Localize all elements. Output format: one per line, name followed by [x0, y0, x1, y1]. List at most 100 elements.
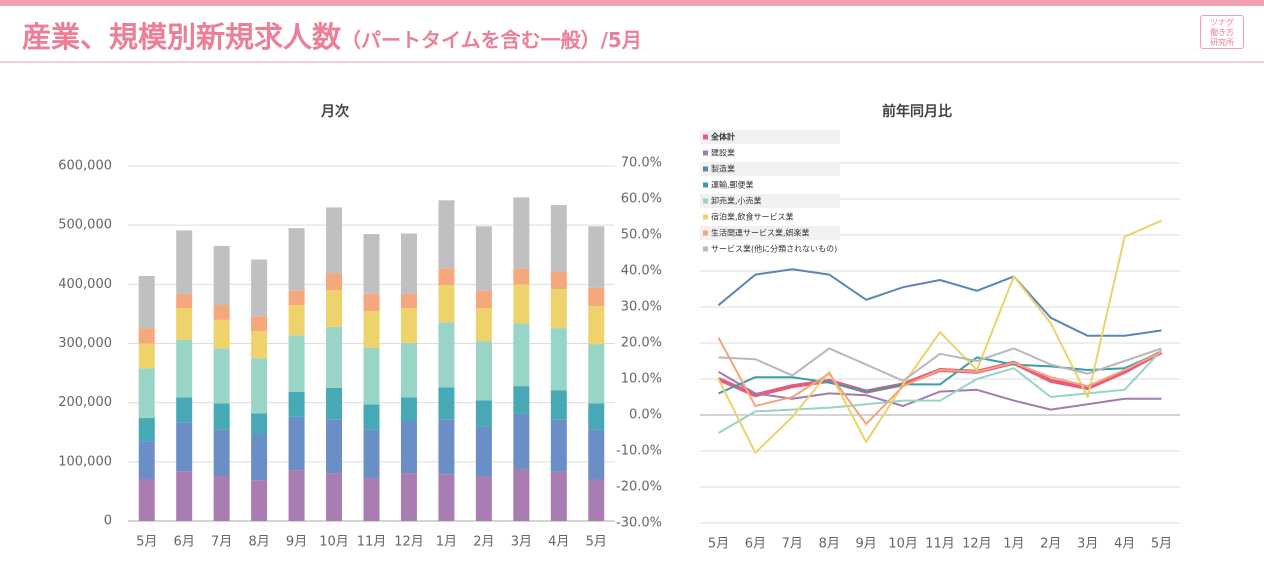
- bar-segment: [213, 305, 230, 320]
- x-tick-label: 10月: [888, 537, 918, 552]
- bar-segment: [438, 387, 455, 420]
- bar-segment: [513, 197, 530, 269]
- bar-segment: [550, 419, 567, 472]
- bar-segment: [251, 480, 268, 521]
- x-tick-label: 12月: [962, 537, 992, 552]
- legend-swatch: [703, 214, 708, 220]
- x-tick-label: 5月: [586, 535, 607, 550]
- page-title: 産業、規模別新規求人数（パートタイムを含む一般）/5月: [22, 14, 642, 56]
- series-line: [717, 350, 1163, 398]
- bar-segment: [438, 474, 455, 521]
- legend-bg: [700, 242, 840, 256]
- x-tick-label: 1月: [1003, 537, 1024, 552]
- legend-swatch: [703, 134, 708, 140]
- legend-bg: [700, 178, 840, 192]
- y-tick-label: 400,000: [58, 277, 112, 292]
- y-tick-label: -20.0%: [616, 480, 662, 495]
- bar-segment: [400, 342, 417, 398]
- legend-bg: [700, 226, 840, 240]
- y-tick-label: 100,000: [58, 454, 112, 469]
- bar-segment: [251, 434, 268, 481]
- legend-bg: [700, 194, 840, 208]
- bar-segment: [513, 268, 530, 285]
- logo-line: 働き方: [1210, 28, 1234, 37]
- bar-segment: [176, 471, 193, 521]
- bar-segment: [588, 306, 605, 345]
- y-tick-label: 50.0%: [621, 228, 662, 243]
- bar-segment: [213, 245, 230, 306]
- series-line: [717, 370, 1162, 411]
- bar-segment: [550, 390, 567, 420]
- y-tick-label: 200,000: [58, 395, 112, 410]
- series-line: [717, 337, 1162, 425]
- bar-segment: [176, 230, 193, 294]
- bar-segment: [475, 226, 492, 291]
- bar-segment: [363, 404, 380, 430]
- legend-bg: [700, 162, 840, 176]
- bar-segment: [400, 421, 417, 474]
- legend-label: 宿泊業,飲食サービス業: [711, 212, 794, 222]
- x-tick-label: 2月: [473, 535, 494, 550]
- bar-segment: [251, 331, 268, 359]
- bar-segment: [588, 344, 605, 404]
- legend-swatch: [703, 182, 708, 188]
- bar-segment: [288, 335, 305, 393]
- bar-segment: [475, 476, 492, 521]
- bar-segment: [138, 343, 155, 369]
- bar-segment: [138, 328, 155, 344]
- bar-segment: [475, 290, 492, 308]
- y-tick-label: 0: [104, 514, 112, 529]
- bar-segment: [288, 416, 305, 471]
- series-line: [717, 219, 1162, 454]
- x-tick-label: 3月: [1077, 537, 1098, 552]
- y-tick-label: 600,000: [58, 159, 112, 174]
- x-tick-label: 12月: [394, 535, 424, 550]
- x-tick-label: 7月: [782, 537, 803, 552]
- bar-segment: [475, 308, 492, 342]
- bar-segment: [400, 473, 417, 521]
- bar-segment: [438, 268, 455, 285]
- y-tick-label: -30.0%: [616, 516, 662, 531]
- legend-bg: [700, 130, 840, 144]
- x-tick-label: 3月: [511, 535, 532, 550]
- bar-segment: [176, 397, 193, 423]
- legend-bg: [700, 146, 840, 160]
- bar-segment: [550, 205, 567, 272]
- series-line: [718, 347, 1162, 382]
- bar-segment: [138, 418, 155, 442]
- bar-segment: [400, 308, 417, 343]
- bar-segment: [213, 348, 230, 404]
- legend-label: 運輸,郵便業: [711, 180, 754, 190]
- top-bar: [0, 0, 1264, 6]
- bar-segment: [251, 413, 268, 435]
- legend-label: 製造業: [711, 164, 735, 174]
- y-tick-label: 40.0%: [621, 264, 662, 279]
- x-tick-label: 4月: [548, 535, 569, 550]
- bar-segment: [326, 419, 343, 474]
- bar-segment: [326, 207, 343, 274]
- x-tick-label: 10月: [319, 535, 349, 550]
- bar-segment: [400, 397, 417, 422]
- bar-segment: [326, 387, 343, 420]
- bar-segment: [176, 308, 193, 340]
- bar-segment: [326, 326, 343, 388]
- bar-segment: [288, 290, 305, 306]
- y-tick-label: -10.0%: [616, 444, 662, 459]
- bar-segment: [138, 478, 155, 521]
- bar-segment: [326, 290, 343, 327]
- bar-segment: [588, 429, 605, 479]
- bar-segment: [288, 305, 305, 336]
- bar-segment: [213, 429, 230, 477]
- x-tick-label: 9月: [286, 535, 307, 550]
- y-tick-label: 30.0%: [621, 300, 662, 315]
- bar-segment: [251, 358, 268, 414]
- bar-segment: [326, 273, 343, 291]
- y-tick-label: 0.0%: [629, 408, 662, 423]
- x-tick-label: 8月: [248, 535, 269, 550]
- x-tick-label: 6月: [745, 537, 766, 552]
- bar-segment: [138, 276, 155, 329]
- bar-segment: [438, 200, 455, 269]
- chart-title: 月次: [320, 103, 350, 120]
